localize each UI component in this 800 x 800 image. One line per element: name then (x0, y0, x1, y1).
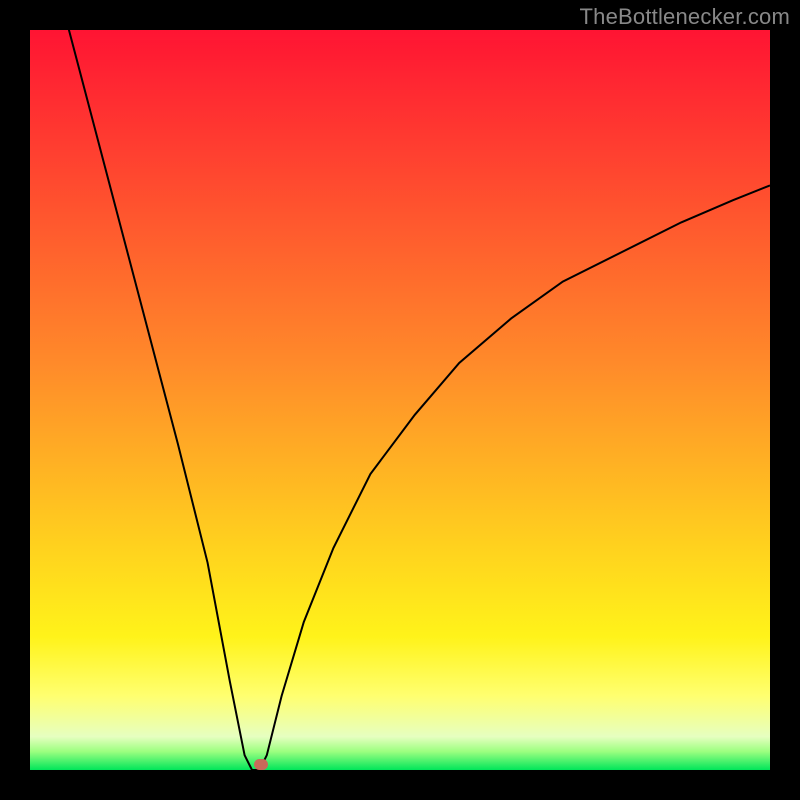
chart-plot-area (30, 30, 770, 770)
optimum-marker (254, 759, 268, 770)
bottleneck-curve (30, 30, 770, 770)
watermark-text: TheBottlenecker.com (580, 4, 790, 30)
curve-path (30, 0, 770, 770)
